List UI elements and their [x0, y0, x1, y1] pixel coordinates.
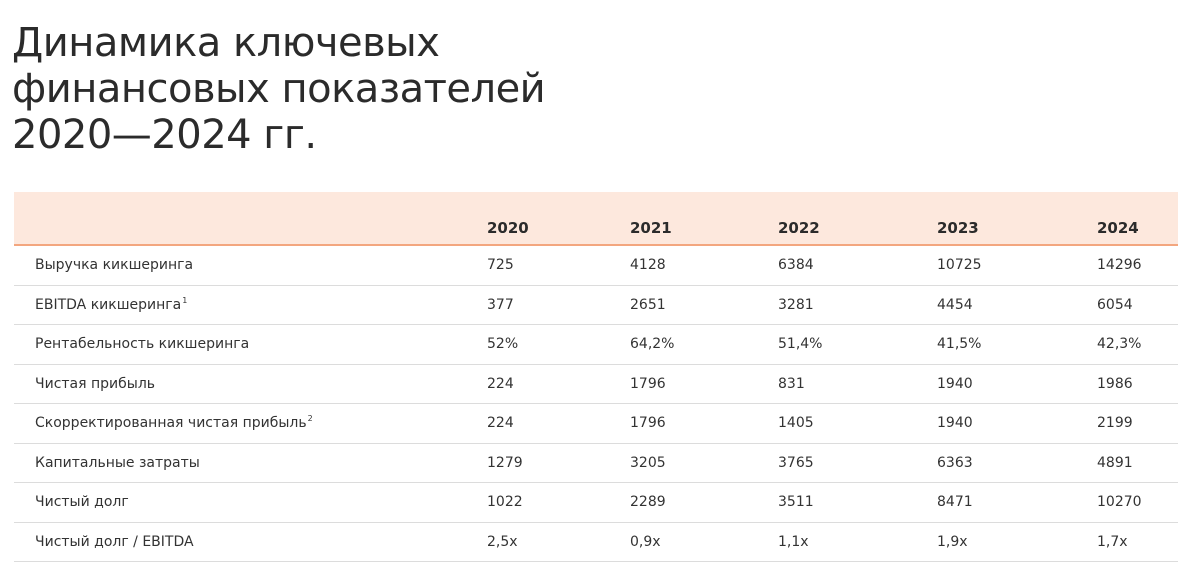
cell-2021: 3205: [630, 454, 666, 471]
cell-2024: 2199: [1097, 415, 1133, 431]
cell-2021: 1796: [630, 375, 666, 392]
header-cell-2021: 2021: [630, 219, 672, 237]
row-label: Скорректированная чистая прибыль2: [35, 414, 313, 431]
table-row-kicksharing-revenue: Выручка кикшеринга 725 4128 6384 10725 1…: [14, 246, 1178, 286]
cell-2024: 10270: [1097, 494, 1142, 510]
header-cell-2022: 2022: [778, 219, 820, 237]
cell-2020: 725: [487, 257, 514, 273]
row-label: Чистая прибыль: [35, 376, 156, 392]
cell-2024: 1,7x: [1097, 533, 1128, 550]
cell-2020: 1022: [487, 494, 523, 510]
row-label-text: EBITDA кикшеринга: [35, 296, 182, 313]
cell-2021: 64,2%: [630, 336, 675, 352]
page-title: Динамика ключевых финансовых показателей…: [12, 20, 652, 158]
cell-2021: 4128: [630, 257, 666, 273]
cell-2020: 224: [487, 375, 514, 392]
cell-2022: 1405: [778, 415, 814, 431]
cell-2020: 1279: [487, 454, 523, 471]
cell-2023: 4454: [937, 296, 973, 313]
cell-2021: 1796: [630, 415, 666, 431]
row-label: Капитальные затраты: [35, 455, 201, 471]
header-cell-2020: 2020: [487, 219, 529, 237]
table-row-capex: Капитальные затраты 1279 3205 3765 6363 …: [14, 444, 1178, 483]
cell-2023: 1940: [937, 415, 973, 431]
cell-2023: 41,5%: [937, 336, 982, 352]
cell-2023: 10725: [937, 257, 982, 273]
row-label-text: Капитальные затраты: [35, 454, 200, 471]
cell-2020: 377: [487, 296, 514, 313]
cell-2022: 3511: [778, 494, 814, 510]
cell-2022: 6384: [778, 257, 814, 273]
table-row-net-profit: Чистая прибыль 224 1796 831 1940 1986: [14, 365, 1178, 404]
row-label-text: Скорректированная чистая прибыль: [35, 415, 307, 431]
footnote-marker: 1: [182, 295, 188, 305]
cell-2023: 6363: [937, 454, 973, 471]
cell-2021: 2651: [630, 296, 666, 313]
row-label: Чистый долг / EBITDA: [35, 534, 195, 550]
table-row-kicksharing-margin: Рентабельность кикшеринга 52% 64,2% 51,4…: [14, 325, 1178, 365]
cell-2023: 1940: [937, 375, 973, 392]
row-label-text: Выручка кикшеринга: [35, 257, 194, 273]
row-label: Выручка кикшеринга: [35, 257, 194, 273]
cell-2024: 6054: [1097, 296, 1133, 313]
row-label: Рентабельность кикшеринга: [35, 336, 250, 352]
footnote-marker: 2: [307, 414, 313, 423]
cell-2024: 4891: [1097, 454, 1133, 471]
cell-2024: 1986: [1097, 375, 1133, 392]
table-row-net-debt-to-ebitda: Чистый долг / EBITDA 2,5x 0,9x 1,1x 1,9x…: [14, 523, 1178, 562]
cell-2020: 2,5x: [487, 533, 518, 550]
cell-2022: 3765: [778, 454, 814, 471]
cell-2022: 3281: [778, 296, 814, 313]
cell-2021: 2289: [630, 494, 666, 510]
cell-2022: 1,1x: [778, 533, 809, 550]
row-label-text: Чистый долг / EBITDA: [35, 533, 194, 550]
cell-2020: 224: [487, 415, 514, 431]
row-label-text: Чистая прибыль: [35, 375, 156, 392]
financial-table: 2020 2021 2022 2023 2024 Выручка кикшери…: [14, 192, 1178, 562]
title-line-3: 2020—2024 гг.: [12, 112, 317, 158]
header-cell-2024: 2024: [1097, 219, 1139, 237]
title-line-2: финансовых показателей: [12, 66, 546, 112]
cell-2022: 51,4%: [778, 336, 823, 352]
table-row-adjusted-net-profit: Скорректированная чистая прибыль2 224 17…: [14, 404, 1178, 444]
cell-2024: 42,3%: [1097, 336, 1142, 352]
header-cell-2023: 2023: [937, 219, 979, 237]
row-label-text: Чистый долг: [35, 494, 129, 510]
cell-2024: 14296: [1097, 257, 1142, 273]
row-label: Чистый долг: [35, 494, 130, 510]
cell-2021: 0,9x: [630, 533, 661, 550]
table-row-kicksharing-ebitda: EBITDA кикшеринга1 377 2651 3281 4454 60…: [14, 286, 1178, 325]
cell-2022: 831: [778, 375, 805, 392]
title-line-1: Динамика ключевых: [12, 20, 440, 66]
table-header-row: 2020 2021 2022 2023 2024: [14, 192, 1178, 246]
cell-2023: 1,9x: [937, 533, 968, 550]
row-label-text: Рентабельность кикшеринга: [35, 336, 250, 352]
row-label: EBITDA кикшеринга1: [35, 295, 188, 313]
cell-2020: 52%: [487, 336, 519, 352]
cell-2023: 8471: [937, 494, 973, 510]
table-row-net-debt: Чистый долг 1022 2289 3511 8471 10270: [14, 483, 1178, 523]
